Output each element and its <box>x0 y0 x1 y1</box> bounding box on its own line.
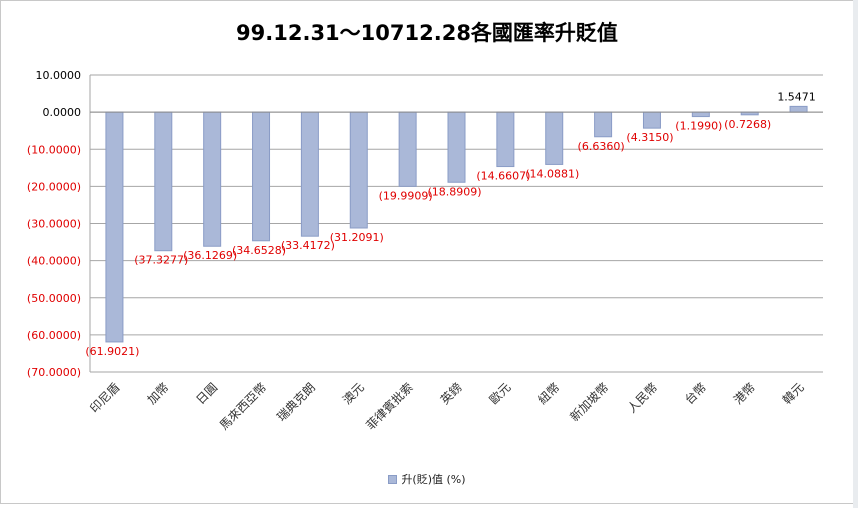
data-label: (6.6360) <box>578 140 625 153</box>
y-tick-label: 0.0000 <box>43 106 82 119</box>
x-tick-label: 紐幣 <box>535 380 562 407</box>
data-label: (14.6607) <box>476 170 530 183</box>
bar <box>691 111 710 118</box>
y-tick-label: (60.0000) <box>27 329 81 342</box>
bar <box>154 111 173 252</box>
y-tick-label: (30.0000) <box>27 218 81 231</box>
data-label: 1.5471 <box>777 90 816 103</box>
data-label: (18.8909) <box>427 185 481 198</box>
x-tick-label: 菲律賓批索 <box>363 380 416 433</box>
bar <box>398 111 417 187</box>
data-label: (61.9021) <box>85 345 139 358</box>
bar <box>447 111 466 183</box>
x-tick-label: 韓元 <box>780 380 807 407</box>
data-label: (14.0881) <box>525 167 579 180</box>
legend-swatch <box>388 474 398 484</box>
bar <box>789 105 808 113</box>
bar <box>105 111 124 343</box>
y-tick-label: (20.0000) <box>27 180 81 193</box>
y-tick-label: (50.0000) <box>27 292 81 305</box>
y-tick-label: (40.0000) <box>27 255 81 268</box>
x-tick-label: 歐元 <box>486 380 514 408</box>
bar <box>203 111 222 247</box>
bar <box>545 111 564 165</box>
legend: 升(貶)值 (%) <box>1 471 853 487</box>
x-tick-label: 新加坡幣 <box>567 380 612 425</box>
bar <box>349 111 368 229</box>
legend-label: 升(貶)值 (%) <box>401 473 466 486</box>
x-tick-label: 瑞典克朗 <box>274 380 318 424</box>
data-label: (4.3150) <box>626 131 673 144</box>
data-label: (33.4172) <box>281 239 335 252</box>
data-label: (31.2091) <box>330 231 384 244</box>
data-label: (0.7268) <box>724 118 771 131</box>
x-tick-label: 加幣 <box>145 380 172 407</box>
x-tick-label: 英鎊 <box>437 380 465 408</box>
data-label: (34.6528) <box>232 244 286 257</box>
bar <box>594 111 613 138</box>
data-label: (19.9909) <box>379 189 433 202</box>
x-tick-label: 台幣 <box>681 380 709 408</box>
data-label: (1.1990) <box>675 120 722 133</box>
bar <box>496 111 515 168</box>
x-tick-label: 澳元 <box>340 380 367 407</box>
y-tick-label: (10.0000) <box>27 143 81 156</box>
x-tick-label: 印尼盾 <box>87 380 122 415</box>
chart-title: 99.12.31～10712.28各國匯率升貶值 <box>236 21 618 45</box>
x-tick-label: 日圓 <box>193 380 220 407</box>
data-label: (36.1269) <box>183 249 237 262</box>
data-label: (37.3277) <box>134 254 188 267</box>
x-tick-label: 人民幣 <box>625 380 660 415</box>
bar <box>252 111 271 242</box>
sheet-edge <box>853 0 858 508</box>
y-tick-label: (70.0000) <box>27 366 81 379</box>
x-tick-label: 馬來西亞幣 <box>217 380 269 432</box>
y-tick-label: 10.0000 <box>36 69 82 82</box>
bar <box>300 111 319 237</box>
bar <box>642 111 661 129</box>
x-tick-label: 港幣 <box>731 380 758 407</box>
